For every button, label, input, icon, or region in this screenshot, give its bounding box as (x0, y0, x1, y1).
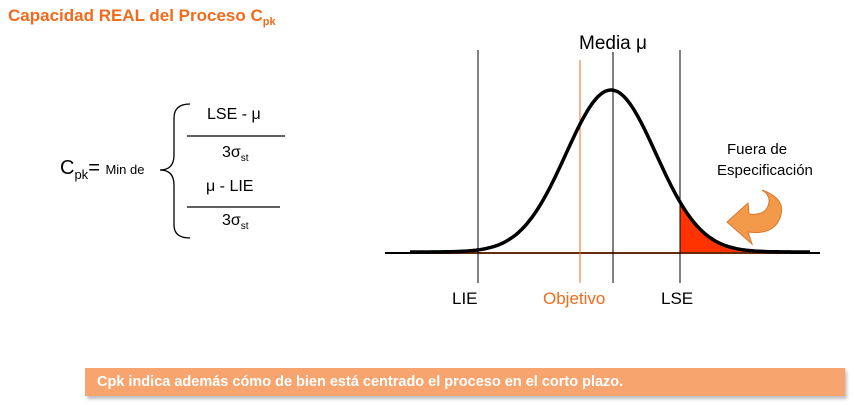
objetivo-label: Objetivo (543, 289, 605, 308)
normal-curve (410, 88, 810, 254)
term1-den-sub: st (240, 153, 249, 164)
term2-den-sub: st (240, 221, 249, 232)
curly-brace (159, 103, 191, 239)
lie-label: LIE (452, 289, 478, 308)
term1-denominator: 3σst (222, 144, 249, 164)
media-label: Media μ (579, 33, 647, 54)
lse-label: LSE (661, 289, 693, 308)
pointer-arrow-icon (726, 189, 782, 246)
term1-den-main: 3σ (222, 144, 241, 161)
info-banner: Cpk indica además cómo de bien está cent… (85, 368, 845, 396)
equals-sign: = (88, 157, 106, 179)
fuera-label-line2: Especificación (717, 162, 813, 179)
min-de-text: Min de (105, 162, 145, 177)
title-text: Capacidad REAL del Proceso C (8, 6, 263, 25)
page-title: Capacidad REAL del Proceso Cpk (8, 6, 276, 28)
term1-numerator: LSE - μ (207, 106, 261, 123)
cpk-symbol: C (60, 157, 75, 179)
fuera-label-line1: Fuera de (727, 141, 787, 158)
term2-den-main: 3σ (222, 212, 241, 229)
term2-numerator: μ - LIE (206, 178, 254, 195)
title-subscript: pk (262, 16, 276, 28)
cpk-subscript: pk (74, 167, 89, 182)
term2-denominator: 3σst (222, 212, 249, 232)
cpk-lhs: Cpk= Min de (60, 157, 144, 182)
